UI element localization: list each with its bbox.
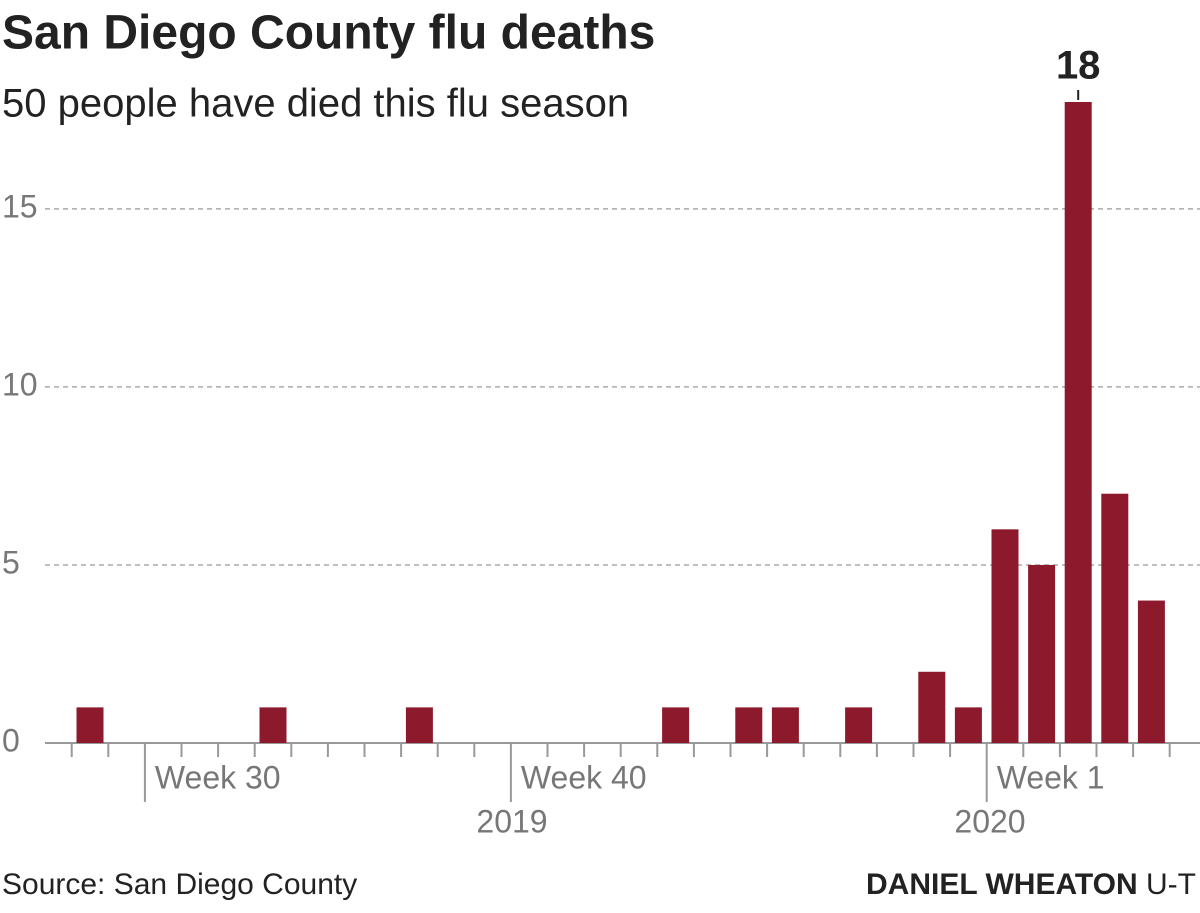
bar bbox=[735, 707, 763, 743]
y-tick-label: 0 bbox=[2, 722, 20, 758]
credit-name: DANIEL WHEATON bbox=[866, 868, 1138, 901]
bar bbox=[954, 707, 982, 743]
year-label: 2020 bbox=[954, 803, 1025, 839]
bar bbox=[1064, 102, 1092, 743]
year-label: 2019 bbox=[476, 803, 547, 839]
bar bbox=[76, 707, 104, 743]
x-tick-label: Week 30 bbox=[155, 759, 281, 795]
bar bbox=[662, 707, 690, 743]
bar bbox=[405, 707, 433, 743]
y-tick-label: 15 bbox=[2, 188, 38, 224]
bar bbox=[1137, 600, 1165, 743]
bar bbox=[771, 707, 799, 743]
bar bbox=[1101, 493, 1129, 743]
bar bbox=[845, 707, 873, 743]
bar bbox=[259, 707, 287, 743]
value-label: 18 bbox=[1056, 44, 1101, 88]
y-tick-label: 10 bbox=[2, 366, 38, 402]
x-tick-label: Week 40 bbox=[521, 759, 647, 795]
bar bbox=[918, 671, 946, 743]
source: Source: San Diego County bbox=[2, 868, 357, 901]
credit: DANIEL WHEATON U-T bbox=[866, 868, 1196, 901]
bar bbox=[991, 529, 1019, 743]
x-tick-label: Week 1 bbox=[997, 759, 1105, 795]
y-tick-label: 5 bbox=[2, 544, 20, 580]
chart-subtitle: 50 people have died this flu season bbox=[2, 82, 629, 126]
chart-title: San Diego County flu deaths bbox=[2, 7, 655, 60]
bar bbox=[1028, 564, 1056, 743]
credit-org: U-T bbox=[1146, 868, 1196, 901]
